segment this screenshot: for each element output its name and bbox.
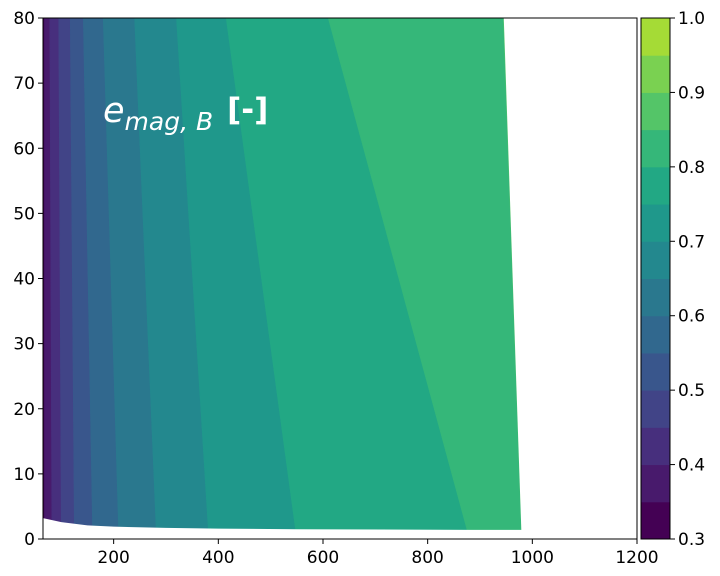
- contour-band-2: [49, 18, 62, 539]
- colorbar-tick-label: 0.9: [678, 83, 705, 103]
- colorbar-segment: [641, 92, 670, 131]
- annotation-unit: [-]: [227, 92, 268, 128]
- colorbar-tick-label: 1.0: [678, 9, 705, 29]
- colorbar-frame: [640, 17, 671, 540]
- contour-band-5: [82, 18, 120, 539]
- colorbar-ticks: 0.3 0.4 0.5 0.6 0.7 0.8 0.9 1.0: [670, 9, 705, 550]
- annotation-label: emag, B [-]: [103, 91, 268, 136]
- y-tick-label: 80: [13, 9, 35, 29]
- colorbar-tick-label: 0.3: [678, 530, 705, 550]
- colorbar-segment: [641, 55, 670, 93]
- colorbar-segment: [641, 390, 670, 428]
- x-axis: 200 400 600 800 1000 1200: [97, 539, 659, 568]
- x-tick-label: 400: [202, 548, 234, 568]
- x-tick-label: 800: [411, 548, 443, 568]
- y-tick-label: 40: [13, 270, 35, 290]
- x-tick-label: 600: [307, 548, 339, 568]
- x-tick-label: 1000: [511, 548, 554, 568]
- colorbar-segment: [641, 427, 670, 466]
- colorbar-segment: [641, 315, 670, 354]
- y-tick-label: 60: [13, 139, 35, 159]
- colorbar-segment: [641, 18, 670, 56]
- colorbar-segment: [641, 278, 670, 317]
- colorbar-tick-label: 0.4: [678, 456, 705, 476]
- colorbar-segment: [641, 241, 670, 279]
- colorbar-segment: [641, 501, 670, 540]
- contour-band-6: [102, 18, 157, 539]
- colorbar-tick-label: 0.7: [678, 232, 705, 252]
- contour-band-8: [176, 18, 298, 539]
- y-tick-label: 30: [13, 335, 35, 355]
- y-tick-label: 10: [13, 465, 35, 485]
- contour-band-3: [58, 18, 75, 539]
- plot-area: [43, 18, 637, 539]
- colorbar-segment: [641, 352, 670, 391]
- y-tick-label: 50: [13, 204, 35, 224]
- y-tick-label: 0: [24, 530, 35, 550]
- domain-mask-bottom: [43, 518, 535, 539]
- y-tick-label: 70: [13, 74, 35, 94]
- colorbar-segment: [641, 204, 670, 242]
- colorbar-tick-label: 0.5: [678, 381, 705, 401]
- annotation-symbol: e: [103, 91, 125, 131]
- contour-band-9: [225, 18, 470, 539]
- colorbar-tick-label: 0.8: [678, 158, 705, 178]
- x-tick-label: 1200: [615, 548, 658, 568]
- colorbar: [641, 18, 670, 540]
- colorbar-segment: [641, 464, 670, 503]
- contour-band-10: [327, 18, 523, 539]
- domain-mask-right: [503, 18, 637, 539]
- colorbar-segment: [641, 166, 670, 205]
- x-tick-label: 200: [97, 548, 129, 568]
- y-axis: 0 10 20 30 40 50 60 70 80: [13, 9, 43, 550]
- contour-band-4: [69, 18, 94, 539]
- colorbar-segment: [641, 129, 670, 168]
- contour-band-7: [134, 18, 210, 539]
- annotation-subscript: mag, B: [125, 107, 214, 136]
- colorbar-tick-label: 0.6: [678, 307, 705, 327]
- y-tick-label: 20: [13, 400, 35, 420]
